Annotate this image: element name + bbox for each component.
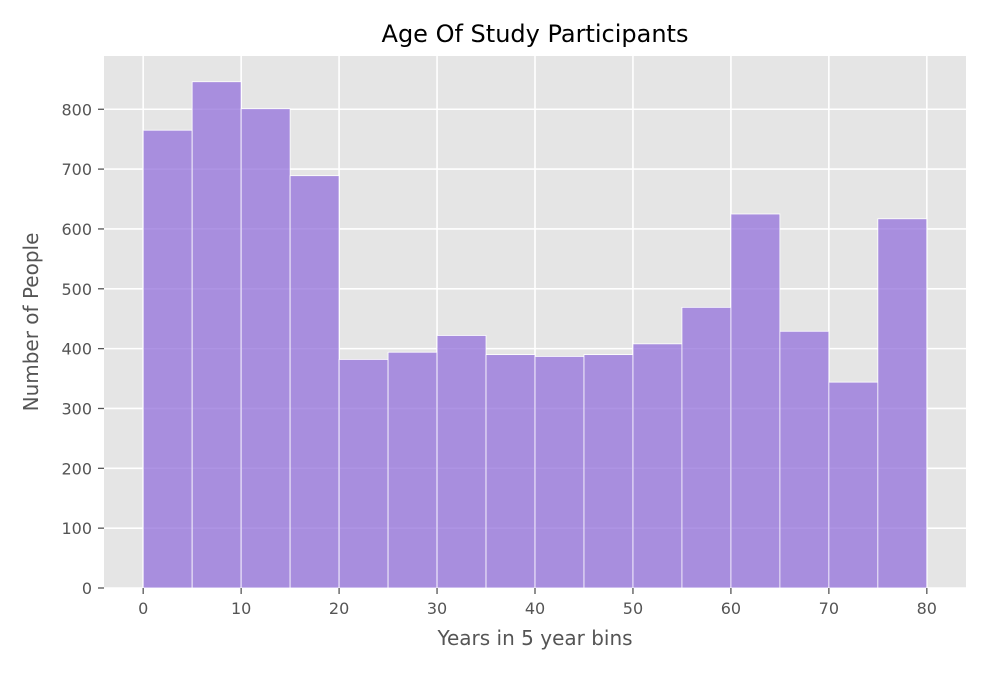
histogram-bar xyxy=(240,108,291,589)
x-tick-label: 40 xyxy=(525,599,545,618)
y-tick-label: 100 xyxy=(61,519,92,538)
x-tick-label: 60 xyxy=(721,599,741,618)
x-tick-label: 10 xyxy=(231,599,251,618)
y-tick-label: 300 xyxy=(61,399,92,418)
y-tick-label: 800 xyxy=(61,100,92,119)
histogram-bar xyxy=(534,356,585,589)
x-axis: 0 10 20 30 40 50 60 70 80 xyxy=(138,588,937,618)
histogram-bar xyxy=(485,354,536,589)
histogram-bar xyxy=(338,359,389,589)
x-axis-label: Years in 5 year bins xyxy=(436,626,632,650)
y-axis: 0 100 200 300 400 500 600 700 800 xyxy=(61,100,104,598)
x-tick-label: 20 xyxy=(329,599,349,618)
y-tick-label: 0 xyxy=(82,579,92,598)
histogram-bar xyxy=(877,218,928,589)
histogram-bar xyxy=(142,129,193,589)
histogram-bar xyxy=(730,213,781,589)
y-tick-label: 200 xyxy=(61,459,92,478)
histogram-bar xyxy=(681,306,732,589)
x-tick-label: 80 xyxy=(917,599,937,618)
bars-layer xyxy=(142,81,928,589)
histogram-bar xyxy=(436,335,487,589)
x-tick-label: 0 xyxy=(138,599,148,618)
x-tick-label: 30 xyxy=(427,599,447,618)
y-tick-label: 600 xyxy=(61,220,92,239)
histogram-bar xyxy=(828,381,879,589)
x-tick-label: 50 xyxy=(623,599,643,618)
y-tick-label: 500 xyxy=(61,280,92,299)
y-tick-label: 400 xyxy=(61,340,92,359)
histogram-bar xyxy=(632,343,683,589)
histogram-bar xyxy=(191,81,242,589)
y-axis-label: Number of People xyxy=(19,233,43,412)
histogram-bar xyxy=(779,330,830,589)
histogram-bar xyxy=(387,351,438,589)
x-tick-label: 70 xyxy=(819,599,839,618)
histogram-bar xyxy=(583,354,634,589)
histogram-bar xyxy=(289,175,340,589)
y-tick-label: 700 xyxy=(61,160,92,179)
chart-title: Age Of Study Participants xyxy=(382,20,689,48)
